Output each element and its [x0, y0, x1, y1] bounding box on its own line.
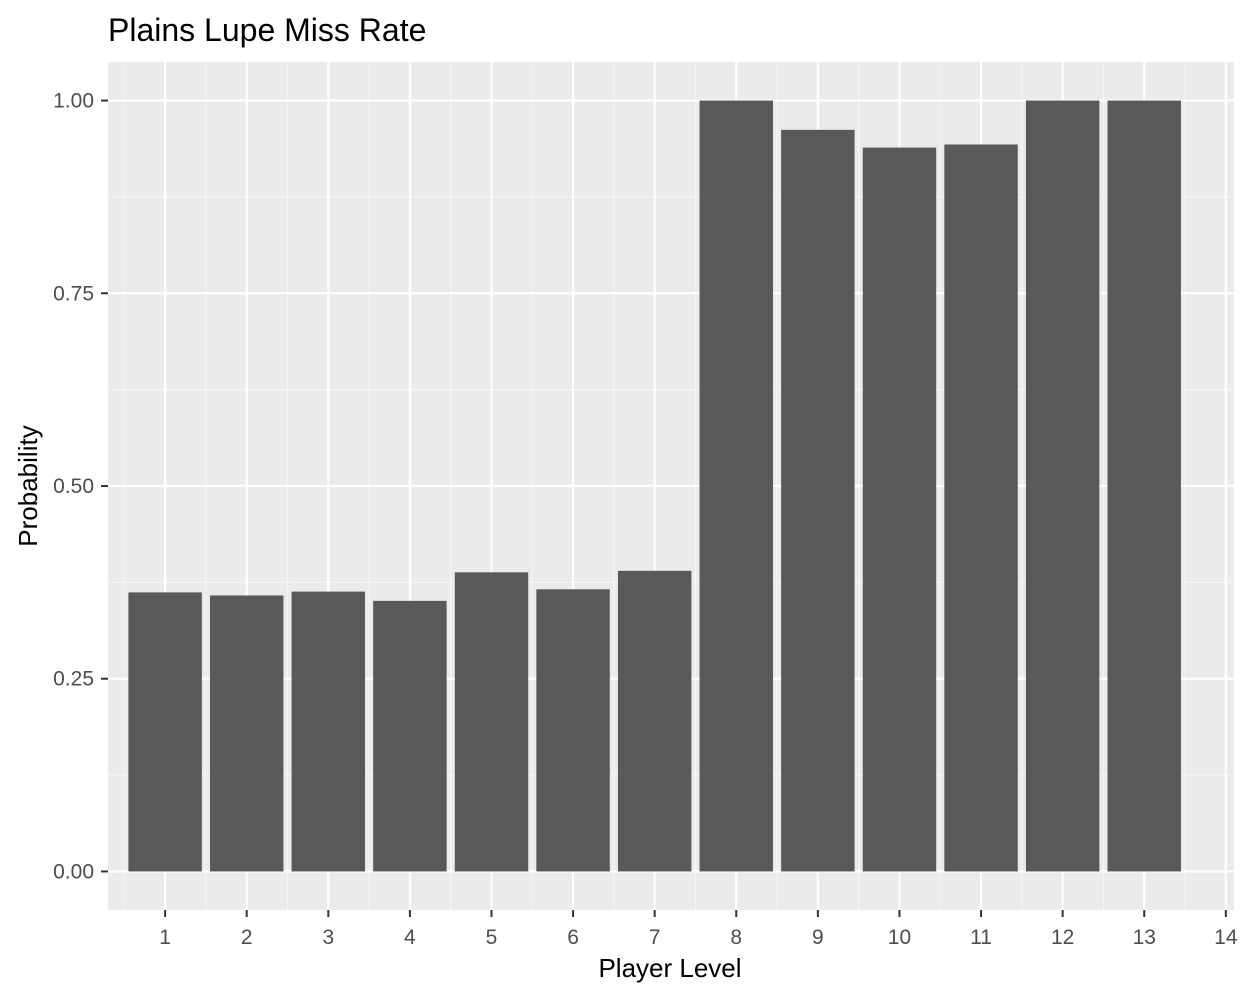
x-tick-label: 7 — [649, 926, 661, 949]
x-tick-label: 4 — [404, 926, 416, 949]
x-tick-label: 8 — [730, 926, 742, 949]
x-tick-label: 13 — [1133, 926, 1156, 949]
y-tick-label: 0.00 — [53, 860, 94, 883]
bar-level-10 — [862, 147, 937, 872]
y-tick-label: 0.25 — [53, 668, 94, 691]
bar-level-5 — [454, 572, 529, 872]
bar-level-6 — [536, 589, 610, 872]
bar-level-4 — [373, 600, 447, 872]
bar-level-11 — [944, 144, 1018, 872]
x-tick-label: 10 — [888, 926, 911, 949]
bar-level-7 — [617, 570, 692, 872]
y-axis-title: Probability — [13, 425, 43, 546]
bar-level-3 — [291, 591, 366, 872]
bars-group — [128, 100, 1181, 872]
y-tick-label: 1.00 — [53, 90, 94, 113]
x-tick-label: 14 — [1214, 926, 1238, 949]
bar-level-1 — [128, 592, 202, 872]
bar-level-8 — [699, 100, 773, 872]
x-tick-label: 2 — [241, 926, 253, 949]
x-tick-label: 5 — [486, 926, 498, 949]
x-tick-label: 11 — [970, 926, 992, 949]
x-tick-label: 12 — [1051, 926, 1074, 949]
x-tick-label: 6 — [567, 926, 579, 949]
bar-level-13 — [1107, 100, 1181, 872]
y-tick-label: 0.50 — [53, 475, 94, 498]
x-tick-label: 3 — [322, 926, 334, 949]
y-axis: 0.00 0.25 0.50 0.75 1.00 — [53, 90, 108, 883]
chart-title: Plains Lupe Miss Rate — [108, 12, 426, 48]
bar-level-2 — [209, 595, 284, 872]
x-tick-label: 9 — [812, 926, 824, 949]
y-tick-label: 0.75 — [53, 282, 94, 305]
x-axis: 1 2 3 4 5 6 7 8 9 10 11 12 13 14 — [159, 910, 1238, 949]
bar-level-12 — [1025, 100, 1100, 872]
x-axis-title: Player Level — [598, 953, 741, 983]
bar-level-9 — [781, 129, 855, 872]
x-tick-label: 1 — [159, 926, 171, 949]
